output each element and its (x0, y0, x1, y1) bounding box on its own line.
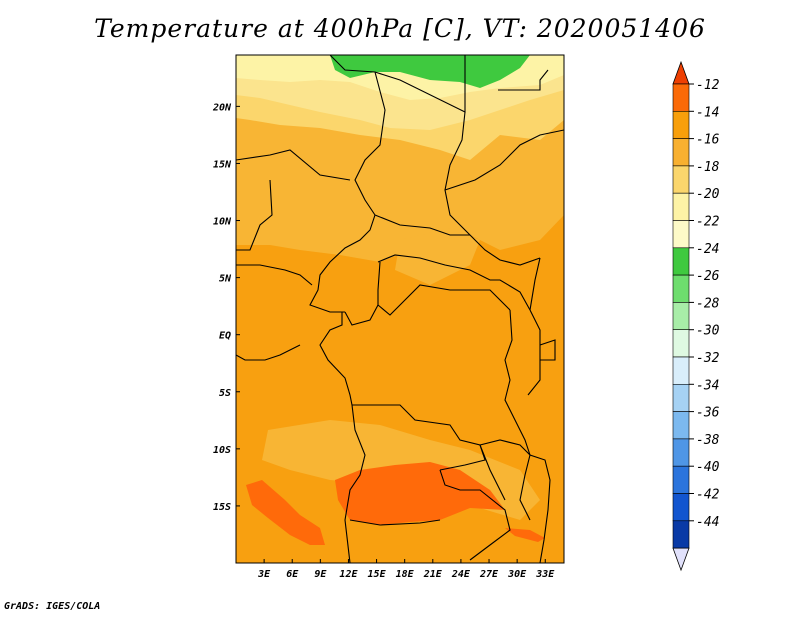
border-line (344, 261, 381, 326)
x-tick-label: 24E (451, 569, 471, 580)
colorbar-label: -42 (696, 488, 720, 503)
border-line (539, 339, 556, 361)
colorbar-label: -12 (696, 78, 720, 93)
field-band-13-south (335, 462, 505, 525)
border-line (349, 519, 441, 526)
x-tick-label: 6E (286, 569, 299, 580)
field-band-23 (330, 55, 530, 88)
x-axis: 3E 6E 9E 12E 15E 18E 21E 24E 27E 30E 33E (257, 559, 555, 580)
colorbar-swatch (672, 520, 690, 549)
border-line (374, 214, 470, 236)
border-line (354, 71, 386, 216)
field-band-15-central (395, 228, 480, 285)
x-tick-label: 12E (339, 569, 358, 580)
colorbar-swatch (672, 220, 690, 249)
map-frame (235, 54, 565, 564)
colorbar-label: -38 (696, 433, 720, 448)
colorbar-high-arrow (672, 60, 690, 85)
colorbar-swatch (672, 83, 690, 112)
country-borders (236, 55, 564, 563)
y-tick-label: 15S (213, 502, 231, 513)
colorbar-label: -34 (696, 378, 719, 393)
colorbar-label: -18 (696, 160, 720, 175)
y-tick-label: 15N (213, 159, 232, 170)
colorbar-low-arrow (672, 547, 690, 572)
border-line (439, 469, 511, 561)
y-tick-label: 5N (219, 274, 232, 285)
colorbar-swatch (672, 138, 690, 167)
border-line (479, 439, 551, 563)
colorbar-swatch (672, 329, 690, 358)
colorbar-label: -24 (696, 242, 719, 257)
border-line (344, 404, 366, 563)
border-line (444, 129, 564, 191)
colorbar-label: -22 (696, 215, 720, 230)
colorbar-swatch (672, 192, 690, 221)
temperature-field (236, 55, 564, 563)
border-line (236, 264, 313, 286)
colorbar-swatch (672, 465, 690, 494)
colorbar-swatch (672, 274, 690, 303)
colorbar-swatch (672, 247, 690, 276)
x-tick-label: 27E (479, 569, 499, 580)
border-line (444, 111, 541, 266)
border-line (377, 254, 531, 311)
y-tick-label: 10S (213, 445, 231, 456)
colorbar-swatch (672, 165, 690, 194)
border-line (329, 55, 466, 113)
colorbar-label: -26 (696, 269, 720, 284)
x-tick-label: 9E (314, 569, 327, 580)
border-line (504, 309, 531, 456)
colorbar-label: -20 (696, 187, 720, 202)
y-tick-label: 10N (213, 217, 232, 228)
y-axis: 20N 15N 10N 5N EQ 5S 10S 15S (212, 102, 240, 513)
x-tick-label: 33E (535, 569, 555, 580)
colorbar-swatch (672, 356, 690, 385)
y-tick-label: 20N (212, 102, 232, 113)
y-tick-label: 5S (219, 388, 231, 399)
chart-title: Temperature at 400hPa [C], VT: 202005140… (94, 14, 706, 43)
x-tick-label: 3E (257, 569, 271, 580)
colorbar-label: -16 (696, 133, 720, 148)
field-band-13-southwest (246, 480, 325, 545)
border-line (529, 257, 541, 311)
colorbar-label: -14 (696, 105, 719, 120)
x-tick-label: 30E (507, 569, 527, 580)
colorbar-label: -40 (696, 460, 720, 475)
x-tick-label: 15E (368, 569, 387, 580)
colorbar-swatch (672, 111, 690, 139)
grads-credit: GrADS: IGES/COLA (4, 601, 101, 612)
colorbar-label: -30 (696, 324, 720, 339)
field-band-13-southeast (505, 528, 545, 542)
colorbar-swatch (672, 383, 690, 412)
y-tick-label: EQ (219, 331, 231, 342)
colorbar-label: -28 (696, 296, 720, 311)
border-line (519, 454, 531, 521)
colorbar-swatch (672, 302, 690, 330)
colorbar-legend: -12 -14 -16 -18 -20 -22 -24 -26 -28 -30 -32 -34 -36 -… (672, 60, 720, 572)
border-line (352, 404, 486, 471)
border-line (479, 444, 506, 501)
colorbar-label: -36 (696, 406, 720, 421)
border-line (236, 149, 351, 181)
x-tick-label: 21E (423, 569, 443, 580)
colorbar-label: -32 (696, 351, 720, 366)
colorbar-swatch (672, 411, 690, 440)
border-line (498, 69, 549, 91)
border-line (236, 344, 301, 361)
colorbar-label: -44 (696, 515, 719, 530)
border-line (377, 284, 511, 316)
border-line (236, 179, 273, 251)
border-line (319, 312, 353, 406)
colorbar-swatch (672, 438, 690, 467)
border-line (309, 214, 376, 313)
x-tick-label: 18E (396, 569, 415, 580)
colorbar-swatch (672, 493, 690, 522)
